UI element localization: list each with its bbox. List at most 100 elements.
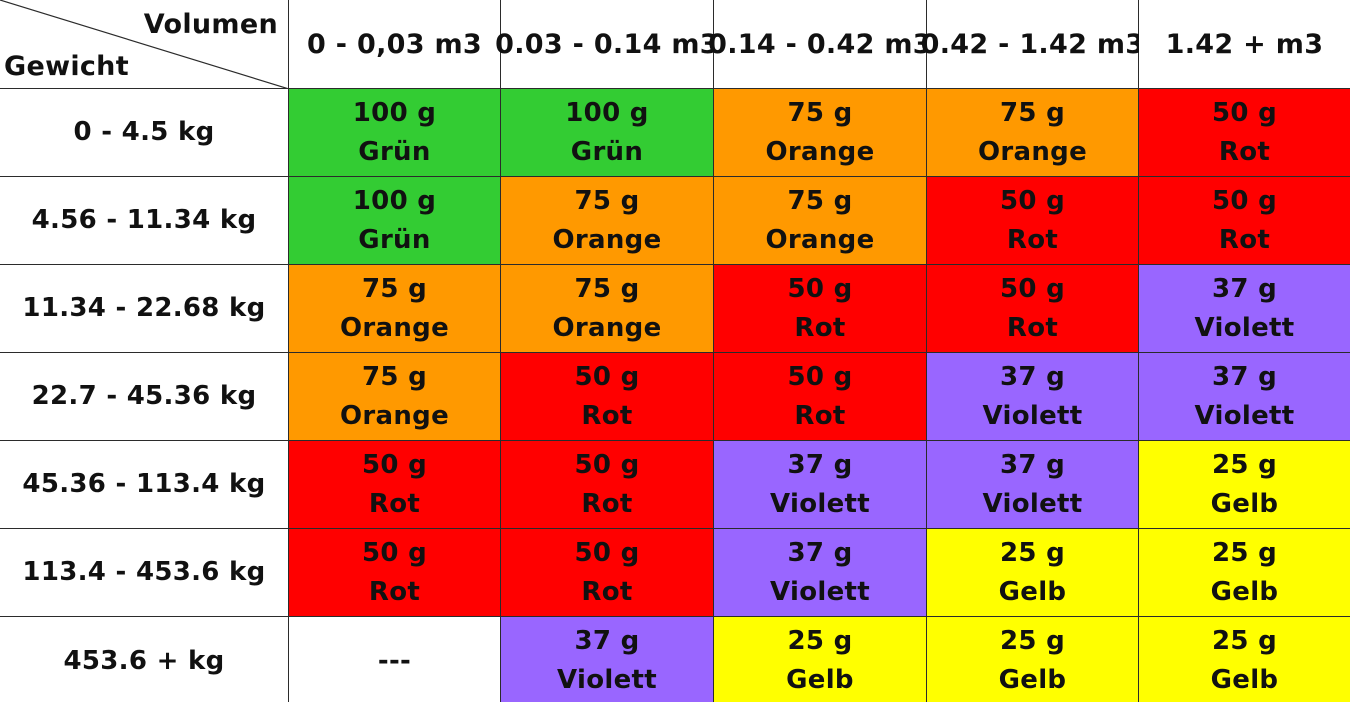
table-cell: 100 g Grün bbox=[501, 89, 714, 177]
cell-amount: 100 g bbox=[352, 97, 437, 128]
cell-color-name: Violett bbox=[770, 576, 870, 607]
cell-color-name: Gelb bbox=[1210, 576, 1279, 607]
table-cell: 25 g Gelb bbox=[1139, 441, 1350, 529]
cell-color-name: Violett bbox=[1194, 400, 1295, 431]
table-cell: 50 g Rot bbox=[1139, 177, 1350, 265]
cell-amount: 25 g bbox=[1211, 626, 1278, 656]
row-header-weight: 113.4 - 453.6 kg bbox=[0, 529, 289, 617]
table-cell: 25 g Gelb bbox=[1139, 617, 1350, 702]
cell-color-name: Rot bbox=[581, 400, 633, 431]
table-cell: 25 g Gelb bbox=[927, 529, 1139, 617]
cell-amount: 37 g bbox=[787, 537, 853, 568]
table-cell: 25 g Gelb bbox=[927, 617, 1139, 702]
cell-color-name: Grün bbox=[570, 136, 644, 167]
table-cell: 50 g Rot bbox=[289, 441, 501, 529]
table-cell: 50 g Rot bbox=[714, 353, 927, 441]
row-header-weight: 453.6 + kg bbox=[0, 617, 289, 702]
weight-axis-label: Gewicht bbox=[4, 51, 129, 82]
table-cell: 37 g Violett bbox=[714, 529, 927, 617]
cell-amount: 37 g bbox=[1211, 273, 1278, 304]
cell-amount: 75 g bbox=[787, 97, 853, 128]
cell-amount: 25 g bbox=[1211, 449, 1278, 480]
table-cell: 75 g Orange bbox=[289, 353, 501, 441]
cell-amount: 50 g bbox=[1211, 97, 1278, 128]
table-cell: 50 g Rot bbox=[927, 265, 1139, 353]
cell-color-name: Rot bbox=[794, 400, 846, 431]
cell-amount: 50 g bbox=[787, 273, 853, 304]
cell-color-name: Rot bbox=[368, 576, 421, 607]
table-cell: 75 g Orange bbox=[927, 89, 1139, 177]
table-cell: 37 g Violett bbox=[714, 441, 927, 529]
cell-color-name: Rot bbox=[1006, 224, 1059, 255]
table-cell: 50 g Rot bbox=[714, 265, 927, 353]
cell-amount: 25 g bbox=[787, 626, 853, 656]
table-cell: 37 g Violett bbox=[927, 353, 1139, 441]
cell-amount: 37 g bbox=[574, 626, 640, 656]
cell-amount: 50 g bbox=[999, 273, 1066, 304]
cell-amount: 75 g bbox=[574, 273, 640, 304]
cell-color-name: Violett bbox=[557, 665, 657, 695]
table-cell: 75 g Orange bbox=[289, 265, 501, 353]
cell-color-name: Violett bbox=[982, 400, 1083, 431]
cell-color-name: Orange bbox=[765, 136, 875, 167]
cell-color-name: Orange bbox=[339, 400, 450, 431]
cell-amount: 37 g bbox=[999, 361, 1066, 392]
cell-amount: 50 g bbox=[1211, 185, 1278, 216]
table-cell: 50 g Rot bbox=[1139, 89, 1350, 177]
cell-color-name: Rot bbox=[1006, 312, 1059, 343]
cell-color-name: Orange bbox=[765, 224, 875, 255]
cell-amount: 75 g bbox=[361, 273, 428, 304]
cell-color-name: Violett bbox=[770, 488, 870, 519]
cell-amount: --- bbox=[377, 645, 412, 676]
row-header-weight: 4.56 - 11.34 kg bbox=[0, 177, 289, 265]
column-header: 0 - 0,03 m3 bbox=[289, 0, 501, 89]
column-header: 0.14 - 0.42 m3 bbox=[708, 0, 932, 89]
cell-amount: 25 g bbox=[1211, 537, 1278, 568]
cell-color-name: Gelb bbox=[998, 576, 1067, 607]
column-header: 0.42 - 1.42 m3 bbox=[921, 0, 1144, 89]
cell-amount: 50 g bbox=[574, 449, 640, 480]
cell-color-name: Orange bbox=[339, 312, 450, 343]
table-cell: 75 g Orange bbox=[501, 177, 714, 265]
table-cell: 25 g Gelb bbox=[1139, 529, 1350, 617]
cell-amount: 25 g bbox=[999, 626, 1066, 656]
cell-color-name: Orange bbox=[552, 312, 662, 343]
table-cell: 50 g Rot bbox=[289, 529, 501, 617]
cell-amount: 100 g bbox=[565, 97, 649, 128]
cell-color-name: Violett bbox=[982, 488, 1083, 519]
table-cell: 37 g Violett bbox=[1139, 265, 1350, 353]
row-header-weight: 45.36 - 113.4 kg bbox=[0, 441, 289, 529]
table-cell: 75 g Orange bbox=[714, 89, 927, 177]
cell-amount: 50 g bbox=[574, 537, 640, 568]
cell-color-name: Gelb bbox=[1210, 665, 1279, 695]
table-cell: 37 g Violett bbox=[927, 441, 1139, 529]
table-cell: 75 g Orange bbox=[501, 265, 714, 353]
cell-amount: 50 g bbox=[361, 449, 428, 480]
column-header: 0.03 - 0.14 m3 bbox=[495, 0, 719, 89]
cell-color-name: Rot bbox=[581, 576, 633, 607]
table-cell: 100 g Grün bbox=[289, 177, 501, 265]
column-header: 1.42 + m3 bbox=[1139, 0, 1350, 89]
table-cell: 50 g Rot bbox=[501, 529, 714, 617]
table-cell: 37 g Violett bbox=[501, 617, 714, 702]
cell-color-name: Rot bbox=[1218, 224, 1271, 255]
table-cell: 50 g Rot bbox=[501, 441, 714, 529]
table-cell: 37 g Violett bbox=[1139, 353, 1350, 441]
table-cell: 100 g Grün bbox=[289, 89, 501, 177]
table-cell: 75 g Orange bbox=[714, 177, 927, 265]
cell-color-name: Grün bbox=[358, 136, 431, 167]
cell-color-name: Gelb bbox=[786, 665, 854, 695]
cell-amount: 37 g bbox=[1211, 361, 1278, 392]
cell-amount: 25 g bbox=[999, 537, 1066, 568]
row-header-weight: 0 - 4.5 kg bbox=[0, 89, 289, 177]
cell-amount: 50 g bbox=[574, 361, 640, 392]
cell-amount: 75 g bbox=[787, 185, 853, 216]
cell-color-name: Violett bbox=[1194, 312, 1295, 343]
cell-amount: 50 g bbox=[999, 185, 1066, 216]
cell-amount: 75 g bbox=[999, 97, 1066, 128]
cell-color-name: Rot bbox=[1218, 136, 1271, 167]
cell-color-name: Gelb bbox=[1210, 488, 1279, 519]
cell-amount: 37 g bbox=[787, 449, 853, 480]
table-cell: 50 g Rot bbox=[927, 177, 1139, 265]
